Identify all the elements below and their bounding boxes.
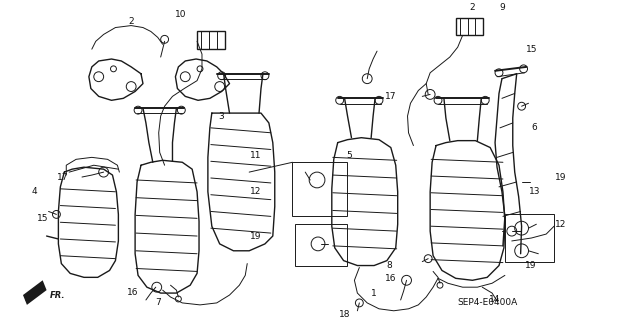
Text: SEP4-E0400A: SEP4-E0400A <box>458 298 518 308</box>
Text: 7: 7 <box>155 298 161 308</box>
Text: 3: 3 <box>219 112 225 121</box>
Text: 4: 4 <box>32 187 38 196</box>
Text: 5: 5 <box>347 151 353 160</box>
Bar <box>197 32 225 49</box>
Text: 6: 6 <box>532 123 537 132</box>
Text: 13: 13 <box>529 187 540 196</box>
Bar <box>505 214 554 262</box>
Text: 9: 9 <box>499 4 505 12</box>
Text: 14: 14 <box>490 295 500 304</box>
Text: 16: 16 <box>127 288 139 297</box>
Text: 19: 19 <box>250 232 262 241</box>
Text: 12: 12 <box>250 187 262 196</box>
Text: 17: 17 <box>385 92 397 101</box>
Bar <box>296 224 346 265</box>
Polygon shape <box>23 280 47 305</box>
Text: 19: 19 <box>556 173 566 182</box>
Bar <box>456 18 483 35</box>
Text: 11: 11 <box>250 151 262 160</box>
Bar <box>292 162 346 216</box>
Text: 1: 1 <box>371 289 377 298</box>
Text: 15: 15 <box>37 214 49 223</box>
Text: 12: 12 <box>556 220 566 229</box>
Text: 18: 18 <box>339 310 350 319</box>
Text: 16: 16 <box>385 274 397 283</box>
Text: 17: 17 <box>56 173 68 182</box>
Text: 2: 2 <box>129 17 134 26</box>
Text: 8: 8 <box>386 261 392 270</box>
Text: 10: 10 <box>175 10 186 19</box>
Text: FR.: FR. <box>49 291 65 300</box>
Text: 15: 15 <box>525 45 537 54</box>
Text: 2: 2 <box>470 4 476 12</box>
Text: 19: 19 <box>525 261 536 270</box>
